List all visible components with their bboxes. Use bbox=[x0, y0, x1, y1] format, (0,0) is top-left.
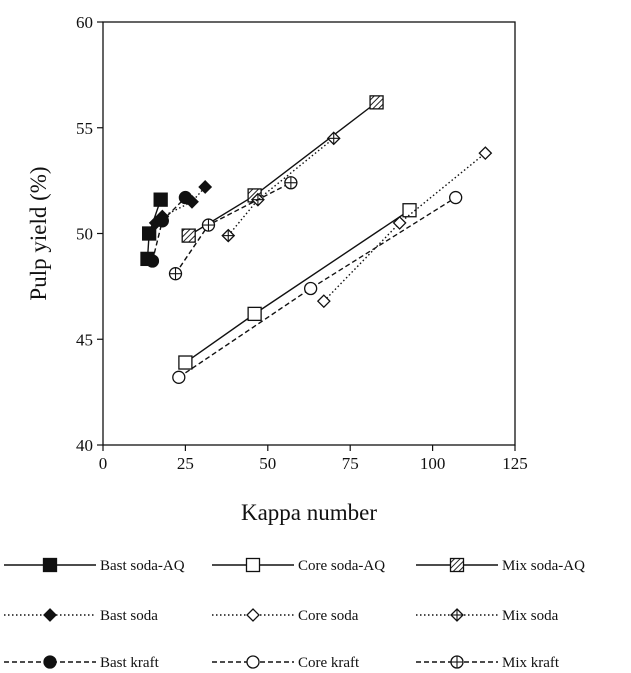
legend-item: Bast soda-AQ bbox=[4, 557, 185, 574]
legend: Bast soda-AQ Core soda-AQ Mix soda-AQ Bast … bbox=[4, 557, 585, 671]
series-0 bbox=[140, 192, 168, 267]
legend-label: Mix soda bbox=[502, 608, 559, 624]
plot-area bbox=[102, 21, 516, 446]
series-5 bbox=[221, 131, 341, 243]
y-tick-label: 60 bbox=[76, 13, 93, 32]
y-tick-label: 55 bbox=[76, 119, 93, 138]
series-1 bbox=[178, 203, 417, 370]
y-axis-title: Pulp yield (%) bbox=[26, 166, 51, 300]
legend-label: Bast soda-AQ bbox=[100, 558, 185, 574]
series-4 bbox=[316, 146, 493, 309]
data-point bbox=[316, 294, 331, 309]
series-6 bbox=[145, 190, 193, 268]
legend-marker bbox=[449, 557, 465, 573]
legend-label: Mix kraft bbox=[502, 655, 560, 671]
legend-marker bbox=[43, 655, 57, 669]
legend-label: Core kraft bbox=[298, 655, 360, 671]
legend-marker bbox=[42, 557, 58, 573]
series-line bbox=[151, 197, 186, 262]
legend-marker bbox=[43, 608, 57, 622]
data-point bbox=[141, 226, 157, 241]
legend-item: Core soda bbox=[212, 608, 359, 624]
x-tick-label: 100 bbox=[420, 454, 446, 473]
legend-label: Bast kraft bbox=[100, 655, 160, 671]
series-line bbox=[184, 209, 410, 364]
x-tick-label: 0 bbox=[99, 454, 108, 473]
legend-item: Mix soda-AQ bbox=[416, 557, 585, 574]
legend-marker bbox=[246, 655, 260, 669]
data-point bbox=[181, 228, 196, 243]
x-axis-title: Kappa number bbox=[241, 500, 377, 525]
data-point bbox=[303, 281, 318, 296]
axes: 0 25 50 75 100 125 40 45 50 55 60 bbox=[76, 13, 528, 473]
series-line bbox=[188, 101, 377, 237]
legend-item: Bast soda bbox=[4, 608, 158, 624]
data-point bbox=[172, 370, 186, 384]
data-point bbox=[178, 355, 193, 370]
series-7 bbox=[172, 190, 463, 384]
legend-marker bbox=[245, 557, 261, 573]
data-point bbox=[369, 95, 384, 110]
legend-label: Core soda bbox=[298, 608, 359, 624]
data-point bbox=[153, 192, 168, 207]
series-line bbox=[323, 152, 486, 302]
series-8 bbox=[168, 176, 298, 281]
x-tick-label: 75 bbox=[342, 454, 359, 473]
data-point bbox=[392, 216, 407, 230]
data-point bbox=[478, 146, 493, 161]
data-point bbox=[178, 190, 193, 205]
data-point bbox=[145, 254, 160, 268]
legend-label: Bast soda bbox=[100, 608, 158, 624]
legend-item: Mix soda bbox=[416, 608, 559, 624]
data-point bbox=[402, 203, 417, 218]
plot-frame bbox=[102, 21, 516, 446]
legend-marker bbox=[246, 608, 260, 622]
data-point bbox=[198, 180, 213, 194]
y-tick-label: 45 bbox=[76, 330, 93, 349]
series-layer bbox=[140, 95, 493, 384]
legend-item: Mix kraft bbox=[416, 655, 560, 671]
series-line bbox=[178, 196, 457, 378]
data-point bbox=[155, 214, 169, 228]
legend-item: Bast kraft bbox=[4, 655, 160, 671]
legend-item: Core soda-AQ bbox=[212, 557, 385, 574]
data-point bbox=[247, 306, 262, 322]
data-point bbox=[449, 190, 463, 205]
y-tick-label: 40 bbox=[76, 436, 93, 455]
x-tick-label: 25 bbox=[177, 454, 194, 473]
x-tick-label: 50 bbox=[259, 454, 276, 473]
legend-item: Core kraft bbox=[212, 655, 360, 671]
series-line bbox=[227, 137, 335, 237]
y-tick-label: 50 bbox=[76, 225, 93, 244]
legend-label: Core soda-AQ bbox=[298, 558, 385, 574]
legend-label: Mix soda-AQ bbox=[502, 558, 585, 574]
x-tick-label: 125 bbox=[502, 454, 528, 473]
